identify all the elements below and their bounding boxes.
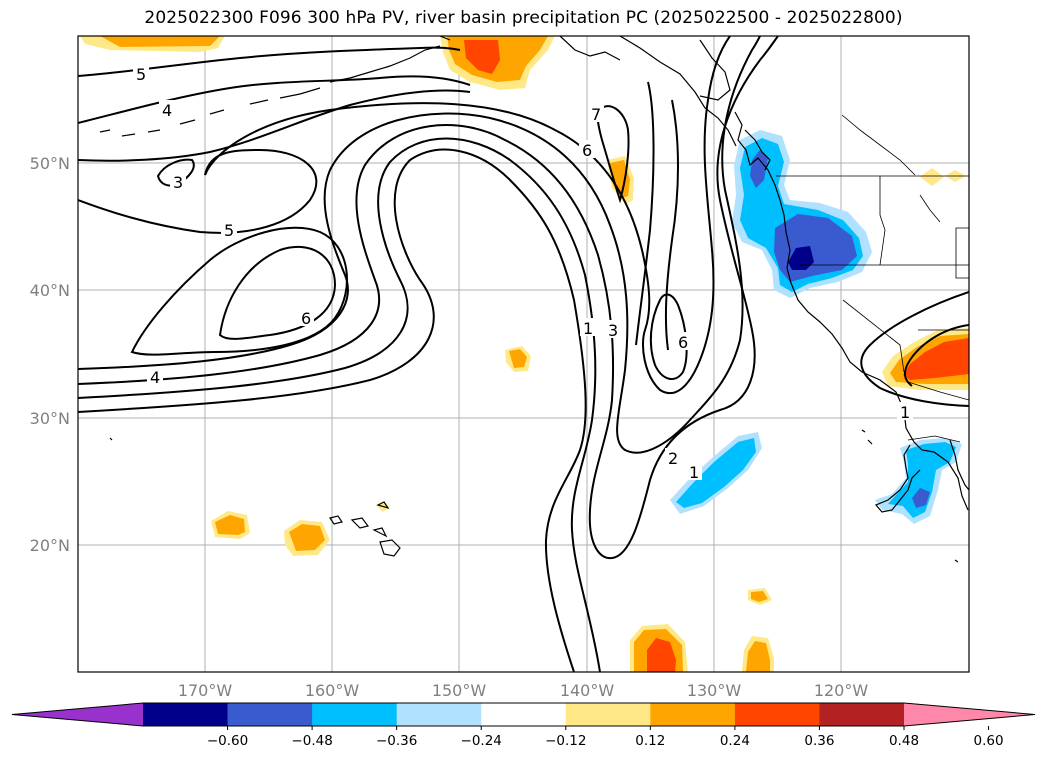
colorbar-segment	[143, 703, 229, 726]
pv-contour-line	[78, 137, 601, 672]
lat-label: 50°N	[30, 154, 70, 173]
longitude-labels: 170°W 160°W 150°W 140°W 130°W 120°W	[178, 681, 869, 700]
precip-negative-area	[676, 438, 756, 508]
pv-contour-line	[78, 89, 471, 162]
chart-title: 2025022300 F096 300 hPa PV, river basin …	[144, 8, 903, 28]
precip-positive-area	[920, 168, 944, 186]
colorbar-segment	[396, 703, 482, 726]
colorbar-tick-label: −0.60	[207, 733, 248, 749]
lat-label: 40°N	[30, 281, 70, 300]
pv-contour-line	[596, 105, 630, 204]
lon-label: 140°W	[560, 681, 615, 700]
latitude-labels: 50°N 40°N 30°N 20°N	[30, 154, 70, 555]
contour-label: 1	[900, 403, 910, 422]
colorbar-tick-label: 0.48	[889, 733, 919, 749]
contour-label: 5	[136, 65, 146, 84]
lon-label: 160°W	[305, 681, 360, 700]
contour-label: 3	[173, 173, 183, 192]
colorbar-tick-label: −0.12	[545, 733, 586, 749]
precip-negative-area	[888, 442, 956, 518]
lat-label: 20°N	[30, 536, 70, 555]
colorbar-tick-label: 0.36	[804, 733, 834, 749]
contour-label: 6	[301, 309, 311, 328]
pv-contour-line	[78, 36, 779, 560]
pv-contour-line	[635, 81, 655, 346]
contour-label: 4	[150, 368, 160, 387]
contour-label: 1	[583, 319, 593, 338]
colorbar-tick-label: −0.48	[291, 733, 332, 749]
precip-positive-area	[464, 40, 500, 74]
colorbar-segment	[650, 703, 736, 726]
colorbar-segment	[312, 703, 398, 726]
pv-contour-line	[860, 291, 969, 407]
precip-positive-area	[215, 515, 245, 535]
colorbar-tick-label: −0.36	[376, 733, 417, 749]
precip-positive-area	[746, 641, 770, 672]
map-area: 5 4 3 5 6 4 7 6 1 3 6 2 1 1	[78, 36, 969, 672]
precip-positive-area	[647, 638, 676, 672]
political-borders	[776, 114, 969, 443]
pv-contour-line	[130, 226, 348, 356]
contour-label: 6	[582, 141, 592, 160]
precip-positive-area	[289, 524, 325, 551]
contour-label: 5	[224, 221, 234, 240]
lon-label: 170°W	[178, 681, 233, 700]
contour-label: 7	[591, 105, 601, 124]
precip-negative-area	[788, 246, 814, 270]
contour-label: 1	[689, 463, 699, 482]
precip-positive-area	[610, 160, 630, 198]
colorbar-segment	[565, 703, 651, 726]
precip-negative-area	[750, 150, 768, 188]
precip-positive-area	[509, 349, 527, 368]
lon-label: 150°W	[432, 681, 487, 700]
pv-contour-line	[904, 324, 969, 387]
contour-label: 6	[678, 333, 688, 352]
pv-contour-line	[78, 148, 318, 234]
contour-label: 4	[162, 101, 172, 120]
colorbar-tick-label: −0.24	[461, 733, 502, 749]
colorbar-tick-label: 0.60	[974, 733, 1004, 749]
colorbar-extend-high	[904, 703, 1035, 726]
lon-label: 130°W	[687, 681, 742, 700]
pv-contour-line	[664, 99, 679, 351]
pv-contour-line	[78, 75, 471, 124]
gridlines	[78, 36, 969, 672]
lon-label: 120°W	[814, 681, 869, 700]
colorbar-segment	[481, 703, 567, 726]
pv-contour-line	[218, 245, 337, 340]
map-frame	[77, 35, 970, 673]
precip-positive-area	[903, 338, 969, 380]
colorbar-segment	[734, 703, 820, 726]
lat-label: 30°N	[30, 409, 70, 428]
pv-contour-line	[649, 293, 688, 381]
contour-label: 2	[668, 449, 678, 468]
precip-positive-area	[751, 591, 768, 602]
colorbar-segment	[819, 703, 905, 726]
pv-contour-line	[78, 148, 587, 672]
colorbar-outline	[11, 702, 1036, 727]
colorbar-extend-low	[12, 703, 143, 726]
precip-negative-area	[912, 488, 930, 508]
pv-contour-line	[204, 36, 731, 395]
contour-labels: 5 4 3 5 6 4 7 6 1 3 6 2 1 1	[133, 64, 913, 482]
colorbar: −0.60 −0.48 −0.36 −0.24 −0.12 0.12 0.24 0.36 0.4…	[11, 702, 1036, 749]
colorbar-segment	[227, 703, 313, 726]
colorbar-tick-label: 0.24	[720, 733, 750, 749]
precip-positive-area	[100, 36, 220, 47]
colorbar-tick-label: 0.12	[635, 733, 665, 749]
precip-shading	[80, 36, 969, 672]
pv-contours	[78, 36, 969, 672]
contour-label: 3	[608, 321, 618, 340]
pv-contour-line	[156, 158, 195, 187]
